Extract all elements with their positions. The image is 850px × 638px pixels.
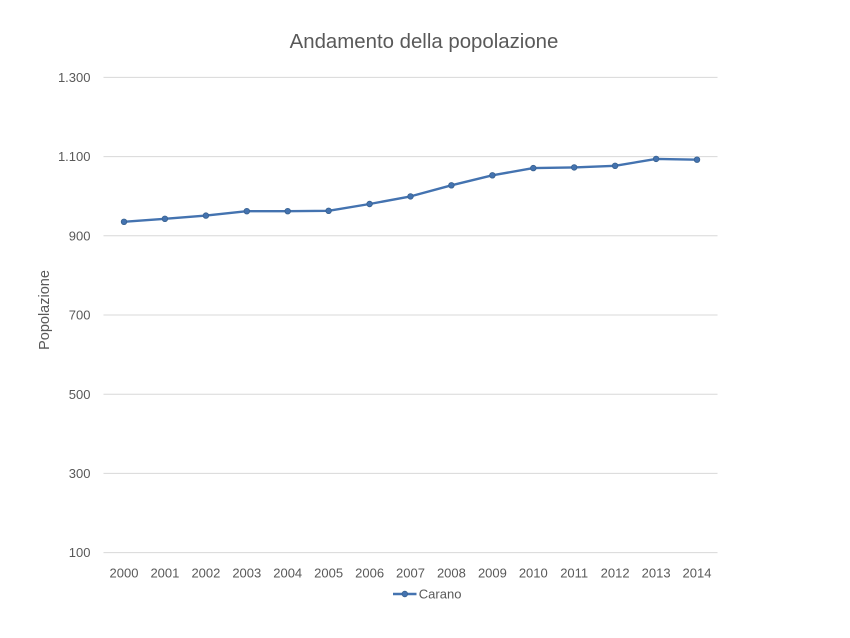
svg-text:900: 900	[69, 228, 91, 243]
svg-text:1.300: 1.300	[58, 70, 91, 85]
svg-text:2009: 2009	[478, 566, 507, 581]
svg-text:2005: 2005	[314, 566, 343, 581]
svg-text:2002: 2002	[191, 566, 220, 581]
svg-text:2007: 2007	[396, 566, 425, 581]
svg-text:Andamento della popolazione: Andamento della popolazione	[290, 31, 559, 53]
svg-text:2004: 2004	[273, 566, 302, 581]
svg-text:2013: 2013	[642, 566, 671, 581]
svg-text:2014: 2014	[683, 566, 712, 581]
svg-text:Carano: Carano	[419, 586, 462, 601]
svg-text:2011: 2011	[560, 566, 588, 581]
svg-text:700: 700	[69, 308, 91, 323]
svg-text:Popolazione: Popolazione	[37, 270, 53, 350]
svg-text:2003: 2003	[232, 566, 261, 581]
svg-text:500: 500	[69, 387, 91, 402]
svg-text:2008: 2008	[437, 566, 466, 581]
svg-text:2001: 2001	[150, 566, 179, 581]
svg-text:2006: 2006	[355, 566, 384, 581]
svg-text:2010: 2010	[519, 566, 548, 581]
svg-text:100: 100	[69, 545, 91, 560]
svg-text:2000: 2000	[110, 566, 139, 581]
svg-text:300: 300	[69, 466, 91, 481]
svg-text:2012: 2012	[601, 566, 630, 581]
svg-text:1.100: 1.100	[58, 149, 91, 164]
